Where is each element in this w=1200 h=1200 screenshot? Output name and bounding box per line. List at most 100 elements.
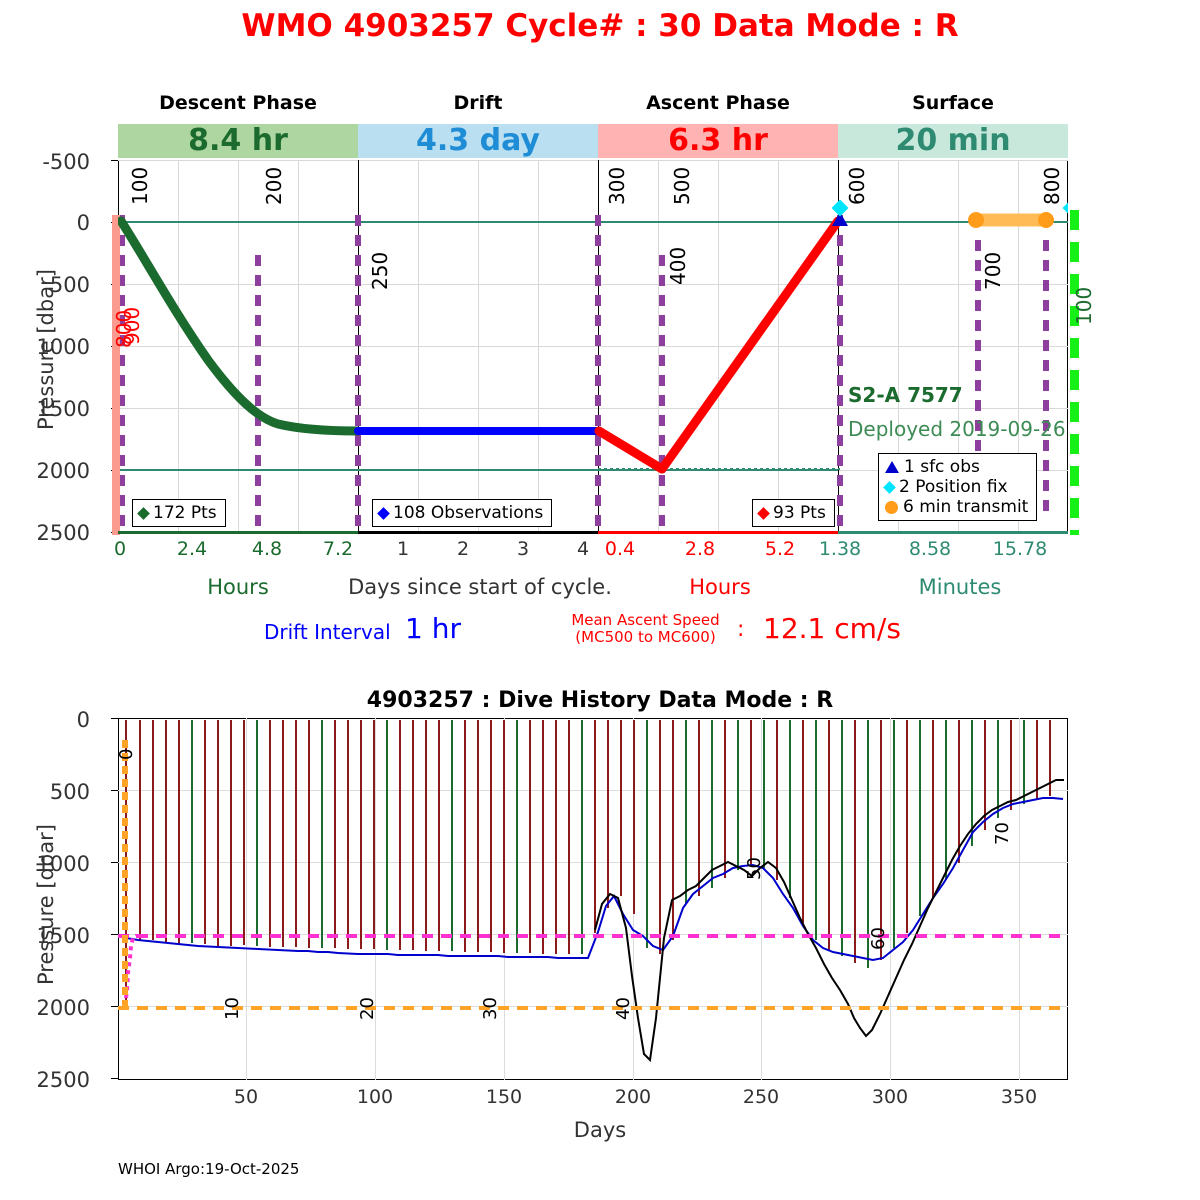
float-deployed-label: Deployed 2019-09-26 (848, 417, 1066, 441)
park-pressure-reference-line (118, 934, 1068, 938)
phase-duration-drift: 4.3 day (358, 124, 598, 158)
bottom-plot-ylabel: Pressure [dbar] (34, 824, 58, 985)
mc-marker-line (255, 255, 261, 535)
xaxis-name-hours-descent: Hours (207, 575, 269, 599)
gridline-v (898, 160, 899, 532)
drift-interval-label: Drift Interval (264, 620, 391, 644)
xtick-label: 15.78 (992, 538, 1048, 560)
cycle-number-label: 60 (868, 927, 889, 950)
ytick-label: 0 (76, 708, 90, 732)
xaxis-segment-hours-ascent (598, 531, 838, 534)
legend-row-position-fix: 2 Position fix (883, 477, 1028, 497)
xtick-label: 7.2 (322, 538, 354, 560)
mean-ascent-speed-label-line1: Mean Ascent Speed (571, 611, 720, 629)
xaxis-segment-minutes (838, 531, 1068, 534)
mc-marker-line (975, 240, 981, 515)
diamond-icon (757, 506, 770, 520)
ytick-mark (111, 160, 118, 161)
gridline-v (418, 160, 419, 532)
bottom-plot-frame (118, 718, 1068, 1080)
cycle-number-label: 40 (613, 997, 634, 1020)
ascent-curve (657, 216, 843, 474)
surface-end-marker (1070, 210, 1079, 535)
ytick-label: 1500 (36, 397, 90, 421)
mean-ascent-speed-value: 12.1 cm/s (763, 612, 901, 645)
cycle-start-marker (112, 215, 120, 535)
legend-descent-points[interactable]: 172 Pts (132, 499, 226, 527)
xaxis-name-minutes: Minutes (918, 575, 1002, 599)
xtick-label: 2 (456, 538, 470, 560)
cycle0-marker (122, 740, 128, 1006)
gridline-v (761, 718, 762, 1080)
legend-ascent-points[interactable]: 93 Pts (752, 499, 835, 527)
xaxis-segment-days (358, 531, 598, 534)
xtick-label: 350 (1000, 1086, 1038, 1108)
gridline-v (1019, 718, 1020, 1080)
legend-row-transmit: 6 min transmit (885, 497, 1028, 517)
legend-label: 6 min transmit (903, 497, 1029, 517)
mc-marker-line (119, 215, 125, 535)
xaxis-segment-hours-descent (118, 531, 358, 534)
ytick-label: 1000 (36, 852, 90, 876)
phase-header-surface: Surface (912, 92, 994, 114)
phase-duration-ascent: 6.3 hr (598, 124, 838, 158)
reference-line-0dbar (118, 221, 1068, 223)
xtick-label: 4.8 (251, 538, 283, 560)
xtick-label: 1.38 (818, 538, 862, 560)
ytick-label: 500 (49, 273, 90, 297)
page-title: WMO 4903257 Cycle# : 30 Data Mode : R (241, 8, 959, 44)
position-fix-marker (831, 199, 849, 217)
gridline-h (118, 790, 1068, 791)
mc-label-green: 100 (1072, 286, 1096, 325)
gridline-v (1018, 160, 1019, 532)
gridline-v (890, 718, 891, 1080)
marker-legend[interactable]: 1 sfc obs 2 Position fix 6 min transmit (878, 453, 1038, 521)
gridline-v (298, 160, 299, 532)
xtick-label: 150 (485, 1086, 523, 1108)
cycle-number-label: 0 (116, 748, 137, 760)
sfc-obs-marker (832, 212, 848, 226)
gridline-v (478, 160, 479, 532)
gridline-v (238, 160, 239, 532)
phase-duration-descent: 8.4 hr (118, 124, 358, 158)
drift-interval-value: 1 hr (405, 612, 461, 645)
descent-curve (118, 216, 363, 436)
legend-row-sfc-obs: 1 sfc obs (885, 457, 1028, 477)
diamond-icon (883, 480, 896, 494)
cycle-number-label: 50 (744, 857, 765, 880)
reference-line-2000dbar (118, 469, 838, 471)
phase-header-drift: Drift (453, 92, 503, 114)
cycle-number-label: 20 (357, 997, 378, 1020)
gridline-h (118, 284, 1068, 285)
xtick-label: 3 (516, 538, 530, 560)
ytick-mark (111, 1078, 118, 1079)
ytick-mark (111, 934, 118, 935)
diamond-icon (377, 506, 390, 520)
mean-ascent-speed-label-line2: (MC500 to MC600) (575, 628, 716, 646)
xtick-label: 300 (871, 1086, 909, 1108)
cycle-bars (125, 720, 1051, 1008)
xtick-label: 2.4 (176, 538, 208, 560)
gridline-v (178, 160, 179, 532)
park-pressure-trace (125, 797, 1064, 962)
gridline-v (778, 160, 779, 532)
ytick-label: 500 (49, 780, 90, 804)
ytick-mark (111, 718, 118, 719)
cycle-number-label: 70 (992, 822, 1013, 845)
profile-pressure-reference-line (118, 1006, 1068, 1010)
ytick-mark (111, 790, 118, 791)
position-fix-marker (1062, 199, 1068, 217)
legend-label: 1 sfc obs (904, 457, 980, 477)
mc-marker-line (1043, 240, 1049, 515)
mc-marker-line (837, 215, 843, 535)
mc-marker-line (355, 215, 361, 535)
ytick-label: 2000 (36, 459, 90, 483)
legend-drift-observations[interactable]: 108 Observations (372, 499, 553, 527)
top-plot-data (118, 199, 1068, 474)
ascent-dip (594, 426, 667, 474)
xtick-label: 100 (356, 1086, 394, 1108)
ytick-mark (111, 862, 118, 863)
ytick-label: 2500 (36, 1068, 90, 1092)
legend-label: 2 Position fix (899, 477, 1008, 497)
gridline-v (246, 718, 247, 1080)
